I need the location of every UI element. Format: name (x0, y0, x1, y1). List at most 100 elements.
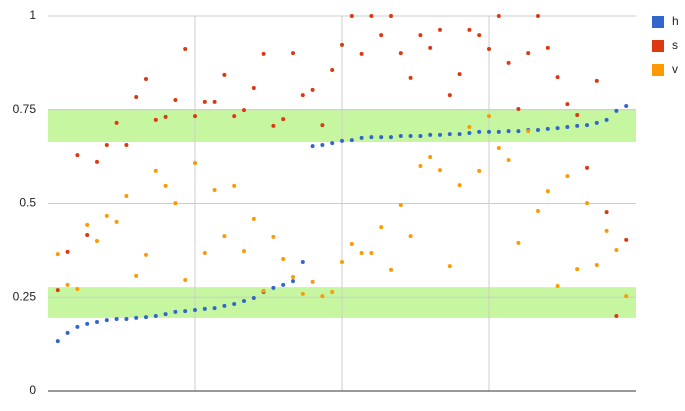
data-point (545, 45, 550, 50)
y-tick-label: 0.5 (19, 196, 36, 210)
data-point (193, 308, 197, 312)
data-point (585, 201, 589, 206)
y-tick-label: 0.25 (13, 289, 37, 303)
data-point (95, 320, 99, 324)
y-tick-label: 1 (29, 8, 36, 22)
data-point (516, 240, 521, 245)
data-point (389, 135, 393, 140)
data-point (85, 222, 90, 227)
data-point (369, 135, 374, 140)
data-point (75, 324, 80, 329)
data-point (545, 126, 550, 131)
data-point (604, 210, 609, 215)
data-point (222, 234, 227, 239)
data-point (163, 183, 168, 188)
data-point (242, 299, 246, 303)
data-point (173, 201, 178, 206)
data-point (212, 188, 217, 192)
data-point (222, 72, 227, 77)
data-point (487, 47, 491, 51)
data-point (565, 125, 570, 129)
data-point (555, 75, 560, 80)
data-point (310, 87, 315, 92)
data-point (594, 78, 599, 83)
data-point (624, 104, 629, 108)
data-point (477, 33, 482, 38)
data-point (320, 123, 325, 128)
data-point (555, 126, 560, 131)
data-point (379, 33, 384, 38)
data-point (604, 228, 609, 233)
data-point (163, 114, 168, 119)
data-point (65, 282, 70, 287)
data-point (447, 264, 452, 269)
data-point (585, 165, 589, 170)
data-point (212, 306, 217, 311)
data-point (438, 168, 442, 173)
data-point (232, 302, 237, 306)
data-point (536, 14, 540, 18)
data-point (516, 107, 521, 111)
data-point (114, 120, 119, 125)
data-point (624, 294, 629, 299)
data-point (398, 134, 403, 138)
data-point (624, 237, 629, 242)
data-point (496, 14, 501, 18)
data-point (124, 194, 129, 198)
data-point (536, 209, 540, 213)
data-point (261, 288, 266, 293)
data-point (104, 143, 109, 147)
data-point (565, 102, 570, 107)
data-point (251, 86, 256, 90)
data-point (212, 99, 217, 104)
data-point (457, 132, 462, 137)
data-point (526, 51, 531, 56)
data-point (144, 315, 148, 320)
data-point (281, 117, 286, 122)
data-point (85, 233, 90, 237)
data-point (202, 251, 207, 255)
data-point (496, 129, 501, 134)
data-point (85, 321, 90, 326)
data-point (193, 114, 197, 119)
data-point (585, 123, 589, 128)
data-point (330, 290, 335, 294)
data-point (251, 216, 256, 221)
legend-swatch (652, 64, 664, 76)
data-point (526, 129, 531, 134)
data-point (340, 260, 344, 264)
data-point (418, 164, 423, 168)
data-point (261, 51, 266, 56)
data-point (55, 339, 60, 344)
data-point (193, 161, 197, 165)
data-point (173, 98, 178, 102)
data-point (506, 60, 511, 65)
data-point (104, 213, 109, 218)
data-point (153, 168, 158, 173)
data-point (447, 132, 452, 137)
data-point (202, 306, 207, 311)
data-point (281, 257, 286, 261)
data-point (310, 279, 315, 284)
data-point (457, 72, 462, 77)
data-point (134, 315, 139, 320)
data-point (183, 309, 188, 314)
data-point (271, 285, 276, 290)
data-point (359, 51, 364, 56)
data-point (232, 114, 237, 119)
data-point (300, 291, 305, 296)
y-tick-label: 0 (29, 383, 36, 397)
data-point (144, 252, 148, 257)
data-point (594, 120, 599, 125)
data-point (536, 128, 540, 132)
data-point (202, 99, 207, 104)
data-point (242, 108, 246, 113)
legend-label: h (672, 14, 679, 28)
data-point (114, 219, 119, 224)
data-point (575, 267, 580, 272)
data-point (614, 108, 619, 113)
data-point (428, 155, 433, 159)
legend-label: v (672, 62, 678, 76)
data-point (575, 123, 580, 128)
data-point (447, 93, 452, 98)
